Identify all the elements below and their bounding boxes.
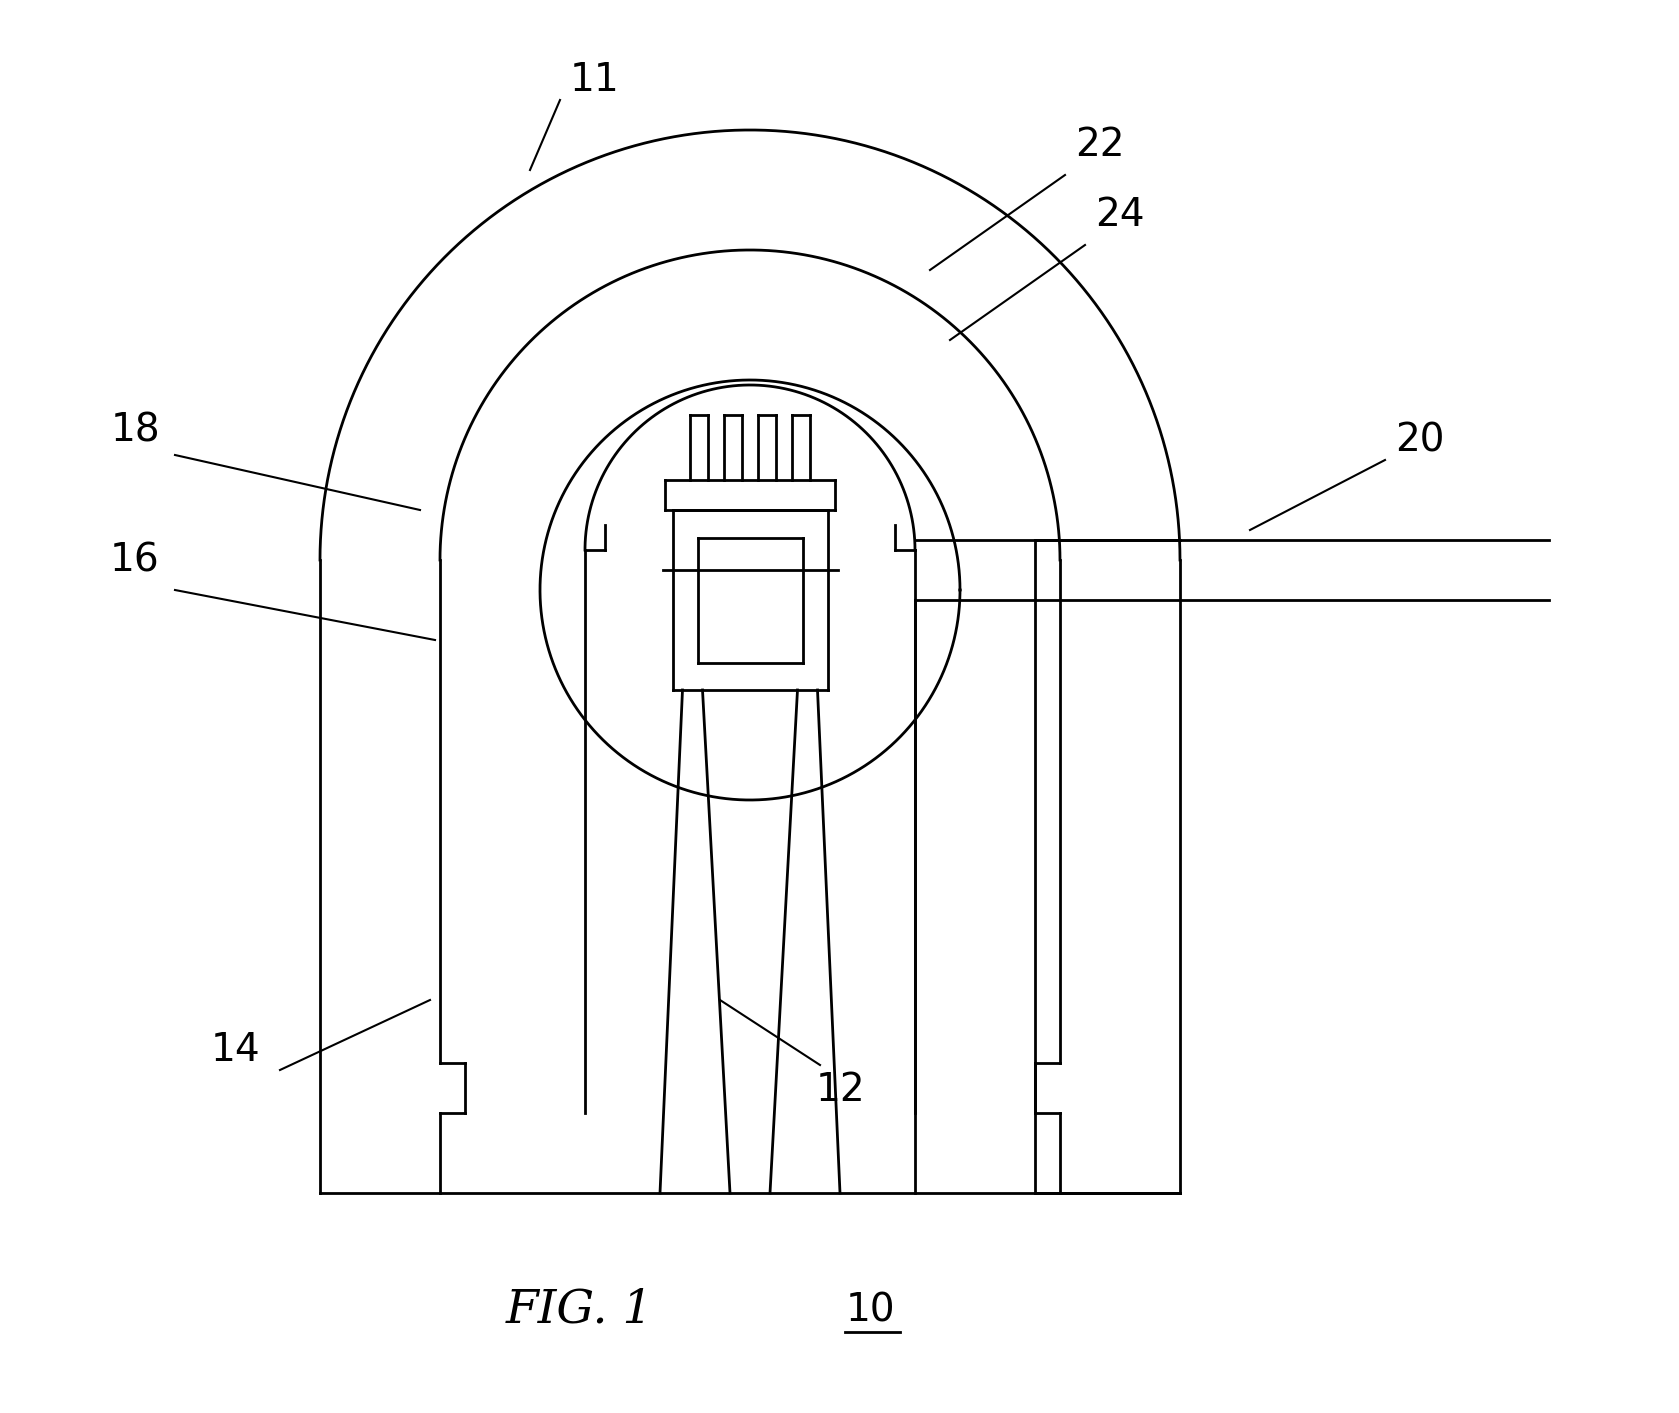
Text: 24: 24: [1095, 196, 1145, 235]
Text: 14: 14: [210, 1031, 260, 1070]
Text: FIG. 1: FIG. 1: [505, 1287, 653, 1332]
Text: 18: 18: [111, 411, 160, 449]
Text: 11: 11: [571, 61, 620, 99]
Text: 22: 22: [1075, 126, 1125, 164]
Text: 12: 12: [816, 1071, 865, 1109]
Text: 10: 10: [845, 1291, 895, 1330]
Text: 20: 20: [1395, 421, 1444, 459]
Text: 16: 16: [111, 541, 160, 579]
